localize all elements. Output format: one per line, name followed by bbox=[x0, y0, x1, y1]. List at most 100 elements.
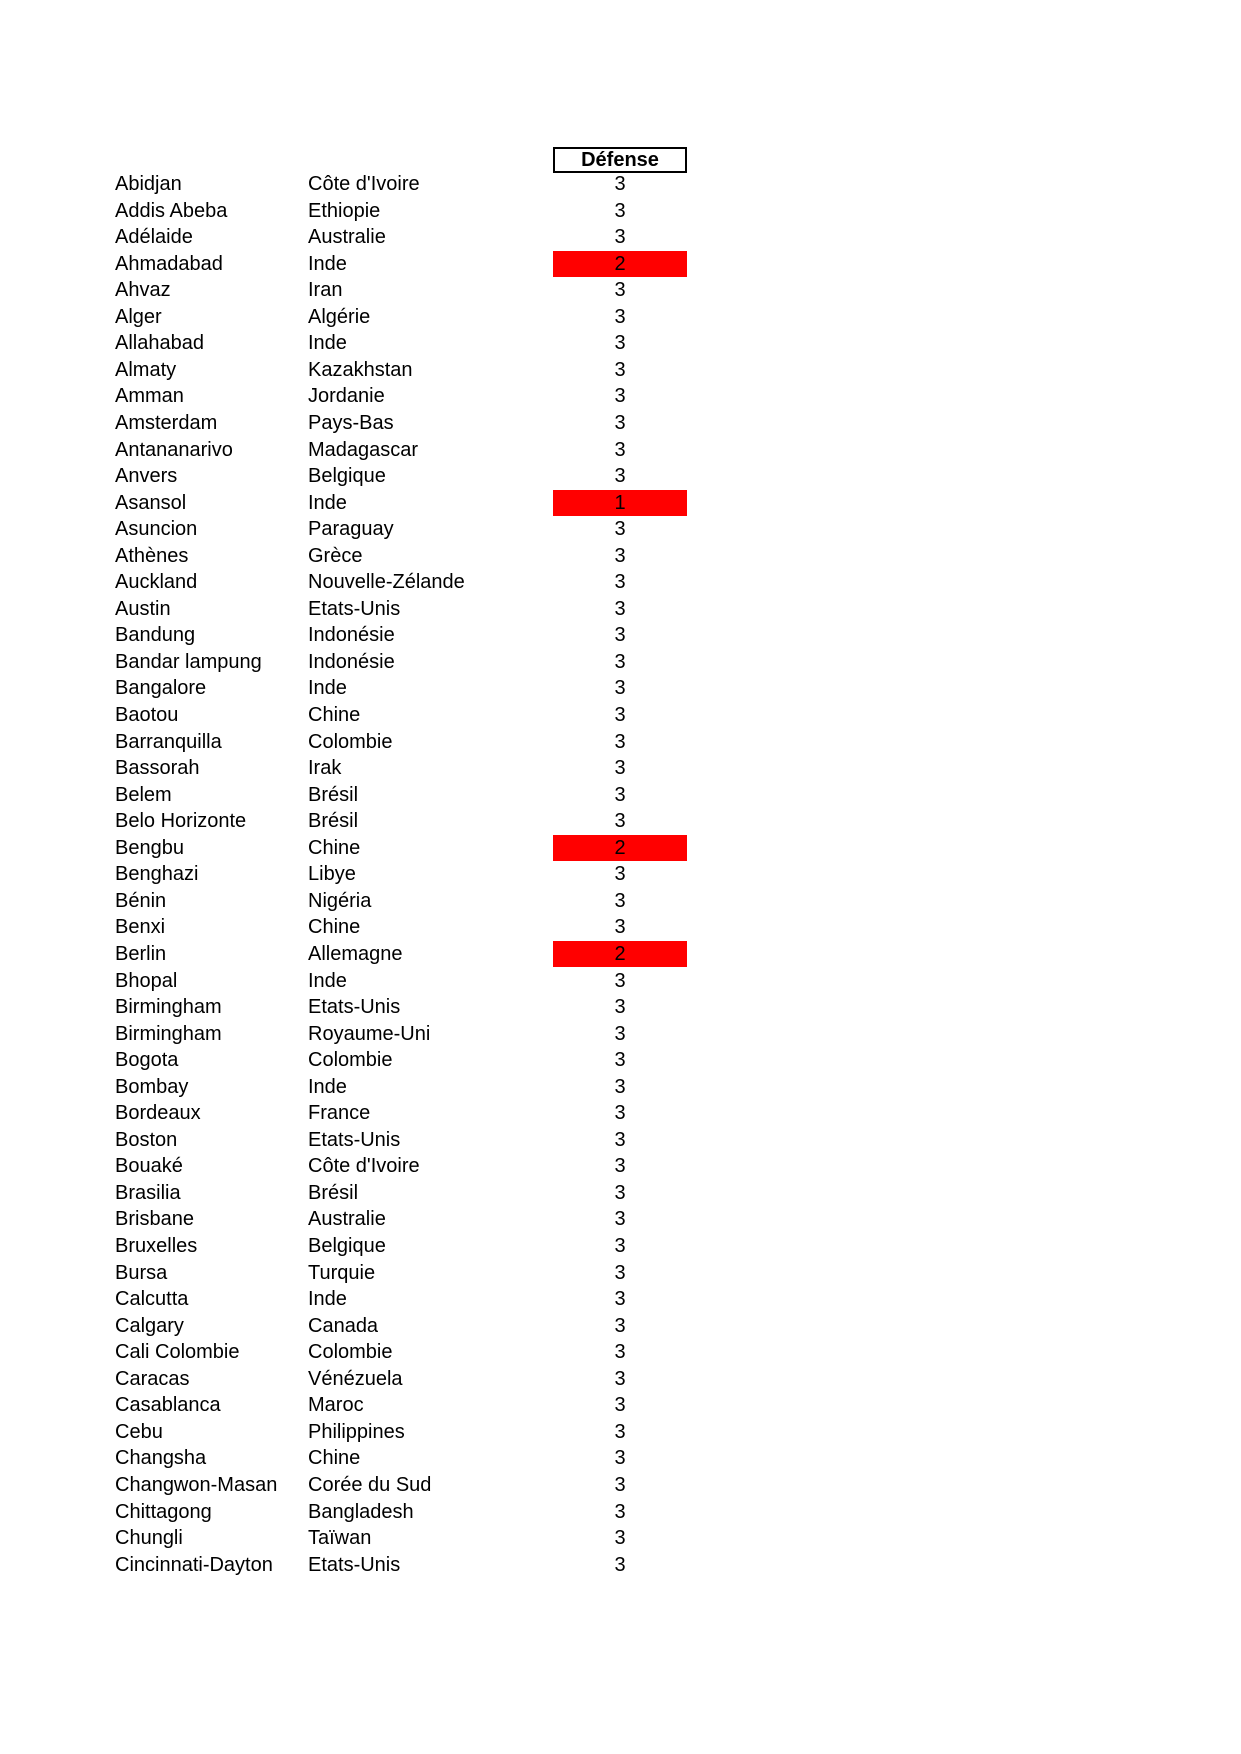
table-row: Bangalore Inde 3 bbox=[0, 675, 1241, 702]
city-cell: Anvers bbox=[115, 465, 178, 488]
defense-cell: 3 bbox=[614, 1473, 626, 1496]
defense-cell: 3 bbox=[614, 1394, 626, 1417]
defense-cell: 3 bbox=[614, 1553, 626, 1576]
table-row: Chungli Taïwan 3 bbox=[0, 1525, 1241, 1552]
country-cell: Côte d'Ivoire bbox=[308, 173, 420, 195]
country-cell: Côte d'Ivoire bbox=[308, 1155, 420, 1178]
country-cell: France bbox=[308, 1102, 371, 1125]
table-row: Changsha Chine 3 bbox=[0, 1445, 1241, 1472]
city-cell: Bénin bbox=[115, 889, 167, 912]
country-cell: Inde bbox=[308, 677, 347, 700]
country-cell: Colombie bbox=[308, 1049, 393, 1072]
table-row: Baotou Chine 3 bbox=[0, 702, 1241, 729]
defense-cell: 2 bbox=[553, 250, 687, 278]
defense-cell: 3 bbox=[614, 199, 626, 222]
country-cell: Colombie bbox=[308, 730, 393, 753]
city-cell: Bouaké bbox=[115, 1155, 183, 1178]
city-cell: Amman bbox=[115, 385, 184, 408]
defense-cell: 3 bbox=[614, 1527, 626, 1550]
country-cell: Nigéria bbox=[308, 889, 372, 912]
defense-cell: 3 bbox=[614, 624, 626, 647]
table-row: Calgary Canada 3 bbox=[0, 1313, 1241, 1340]
table-row: Amsterdam Pays-Bas 3 bbox=[0, 410, 1241, 437]
defense-cell: 3 bbox=[614, 332, 626, 355]
defense-cell: 3 bbox=[614, 757, 626, 780]
defense-cell: 3 bbox=[614, 438, 626, 461]
defense-cell: 3 bbox=[614, 411, 626, 434]
defense-cell: 3 bbox=[614, 597, 626, 620]
table-row: Bengbu Chine 2 bbox=[0, 834, 1241, 862]
table-row: Belo Horizonte Brésil 3 bbox=[0, 808, 1241, 835]
city-cell: Almaty bbox=[115, 358, 177, 381]
city-cell: Barranquilla bbox=[115, 730, 222, 753]
country-cell: Inde bbox=[308, 969, 347, 992]
table-row: Bassorah Irak 3 bbox=[0, 755, 1241, 782]
defense-column-header: Défense bbox=[553, 147, 687, 173]
defense-cell: 3 bbox=[614, 1420, 626, 1443]
defense-cell: 3 bbox=[614, 544, 626, 567]
defense-cell: 3 bbox=[614, 889, 626, 912]
defense-cell: 3 bbox=[614, 1367, 626, 1390]
city-cell: Calcutta bbox=[115, 1288, 189, 1311]
country-cell: Ethiopie bbox=[308, 199, 381, 222]
city-cell: Birmingham bbox=[115, 1022, 222, 1045]
country-cell: Etats-Unis bbox=[308, 996, 401, 1019]
defense-cell: 3 bbox=[614, 1447, 626, 1470]
city-cell: Benxi bbox=[115, 916, 166, 939]
country-cell: Irak bbox=[308, 757, 342, 780]
table-row: Belem Brésil 3 bbox=[0, 782, 1241, 809]
defense-cell: 3 bbox=[614, 518, 626, 541]
table-row: Abidjan Côte d'Ivoire 3 bbox=[0, 171, 1241, 198]
table-row: Amman Jordanie 3 bbox=[0, 383, 1241, 410]
defense-cell: 2 bbox=[553, 940, 687, 968]
table-row: Bordeaux France 3 bbox=[0, 1100, 1241, 1127]
table-row: Addis Abeba Ethiopie 3 bbox=[0, 198, 1241, 225]
table-row: Benghazi Libye 3 bbox=[0, 861, 1241, 888]
defense-cell: 3 bbox=[614, 1075, 626, 1098]
city-cell: Benghazi bbox=[115, 863, 199, 886]
city-cell: Chittagong bbox=[115, 1500, 212, 1523]
table-row: Antananarivo Madagascar 3 bbox=[0, 437, 1241, 464]
country-cell: Madagascar bbox=[308, 438, 419, 461]
table-row: Bandung Indonésie 3 bbox=[0, 622, 1241, 649]
table-row: Bhopal Inde 3 bbox=[0, 968, 1241, 995]
city-cell: Adélaide bbox=[115, 226, 193, 249]
country-cell: Paraguay bbox=[308, 518, 394, 541]
city-cell: Bruxelles bbox=[115, 1235, 198, 1257]
city-cell: Changwon-Masan bbox=[115, 1473, 278, 1496]
country-cell: Allemagne bbox=[308, 942, 403, 965]
table-row: Alger Algérie 3 bbox=[0, 304, 1241, 331]
city-cell: Ahmadabad bbox=[115, 252, 223, 275]
country-cell: Pays-Bas bbox=[308, 411, 394, 434]
defense-cell: 3 bbox=[614, 358, 626, 381]
country-cell: Brésil bbox=[308, 783, 359, 806]
defense-cell: 3 bbox=[614, 1261, 626, 1284]
defense-cell: 3 bbox=[614, 1288, 626, 1311]
defense-cell: 3 bbox=[614, 1341, 626, 1364]
country-cell: Belgique bbox=[308, 465, 386, 488]
city-cell: Allahabad bbox=[115, 332, 204, 355]
defense-cell: 2 bbox=[553, 834, 687, 862]
country-cell: Corée du Sud bbox=[308, 1473, 432, 1496]
country-cell: Chine bbox=[308, 916, 361, 939]
defense-cell: 3 bbox=[614, 810, 626, 833]
country-cell: Chine bbox=[308, 836, 361, 859]
defense-column-header-label: Défense bbox=[581, 148, 659, 171]
country-cell: Vénézuela bbox=[308, 1367, 403, 1390]
defense-cell: 3 bbox=[614, 783, 626, 806]
defense-cell: 3 bbox=[614, 1181, 626, 1204]
table-row: Calcutta Inde 3 bbox=[0, 1286, 1241, 1313]
country-cell: Etats-Unis bbox=[308, 1128, 401, 1151]
country-cell: Inde bbox=[308, 332, 347, 355]
city-cell: Casablanca bbox=[115, 1394, 221, 1417]
city-cell: Bombay bbox=[115, 1075, 189, 1098]
defense-cell: 3 bbox=[614, 677, 626, 700]
city-cell: Bursa bbox=[115, 1261, 168, 1284]
country-cell: Libye bbox=[308, 863, 356, 886]
city-cell: Bogota bbox=[115, 1049, 179, 1072]
table-row: Ahvaz Iran 3 bbox=[0, 277, 1241, 304]
city-cell: Asansol bbox=[115, 491, 187, 514]
country-cell: Jordanie bbox=[308, 385, 385, 408]
city-cell: Athènes bbox=[115, 544, 189, 567]
city-cell: Caracas bbox=[115, 1367, 190, 1390]
